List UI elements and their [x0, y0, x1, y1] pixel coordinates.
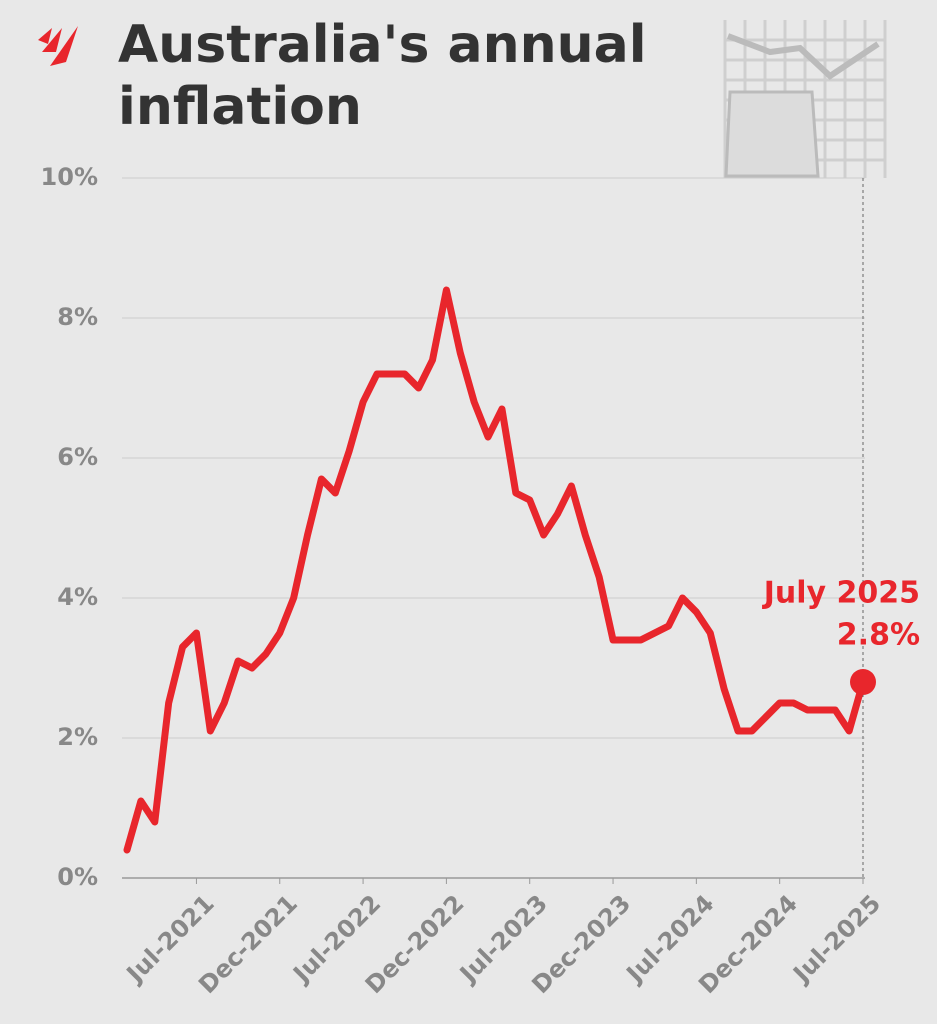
- x-tick-label: Jul-2025: [786, 889, 886, 989]
- icon: [723, 20, 887, 178]
- y-tick-label: 4%: [57, 583, 98, 611]
- value-label: 2.8%: [837, 618, 920, 653]
- chart-title: Australia's annual inflation: [118, 15, 647, 137]
- annotation: July 2025: [762, 576, 920, 611]
- y-tick-label: 0%: [57, 863, 98, 891]
- y-tick-label: 2%: [57, 723, 98, 751]
- end-marker: [850, 669, 876, 695]
- line: [123, 286, 867, 854]
- logo: [38, 26, 78, 66]
- y-tick-label: 10%: [41, 163, 98, 191]
- y-tick-label: 8%: [57, 303, 98, 331]
- y-tick-label: 6%: [57, 443, 98, 471]
